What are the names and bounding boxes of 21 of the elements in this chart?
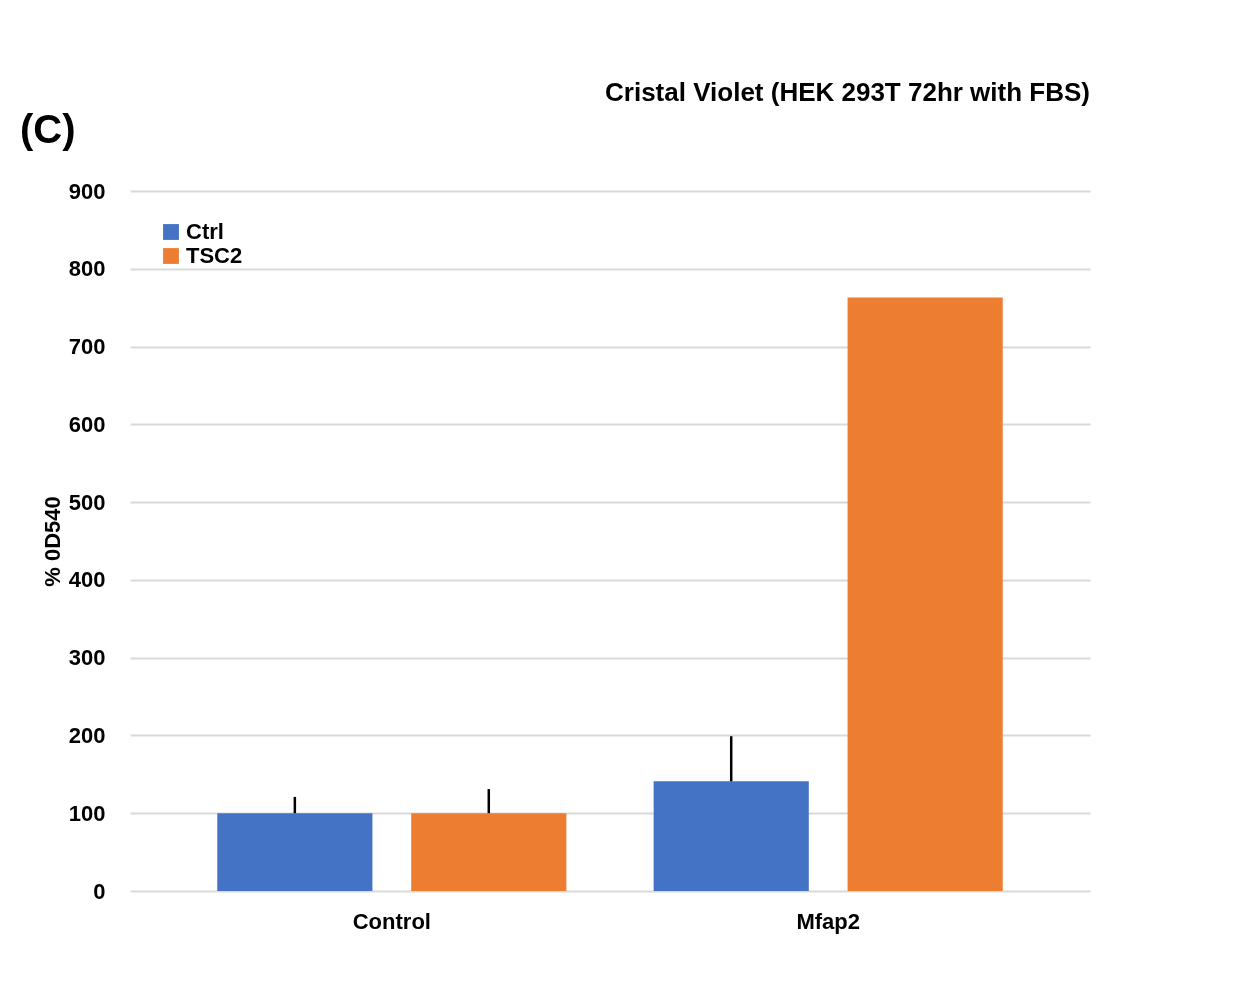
x-tick-label: Control bbox=[352, 908, 431, 934]
legend-label: TSC2 bbox=[186, 243, 243, 268]
text: (C) bbox=[20, 107, 76, 151]
y-tick-label: 0 bbox=[93, 878, 106, 904]
y-tick-label: 200 bbox=[68, 722, 106, 748]
bar bbox=[411, 813, 567, 891]
bar bbox=[217, 813, 373, 891]
y-tick-label: 100 bbox=[68, 800, 106, 826]
y-tick-label: 900 bbox=[68, 178, 106, 204]
y-tick-label: 300 bbox=[68, 645, 106, 671]
chart-title: Cristal Violet (HEK 293T 72hr with FBS) bbox=[605, 77, 1090, 107]
y-tick-label: 500 bbox=[68, 489, 106, 515]
bar bbox=[653, 781, 809, 891]
legend-label: Ctrl bbox=[186, 219, 224, 244]
y-axis-title: % 0D540 bbox=[39, 496, 65, 587]
bar bbox=[847, 297, 1003, 891]
y-tick-label: 400 bbox=[68, 567, 106, 593]
y-tick-label: 700 bbox=[68, 334, 106, 360]
y-tick-label: 800 bbox=[68, 256, 106, 282]
y-tick-label: 600 bbox=[68, 411, 106, 437]
x-tick-label: Mfap2 bbox=[796, 908, 860, 934]
